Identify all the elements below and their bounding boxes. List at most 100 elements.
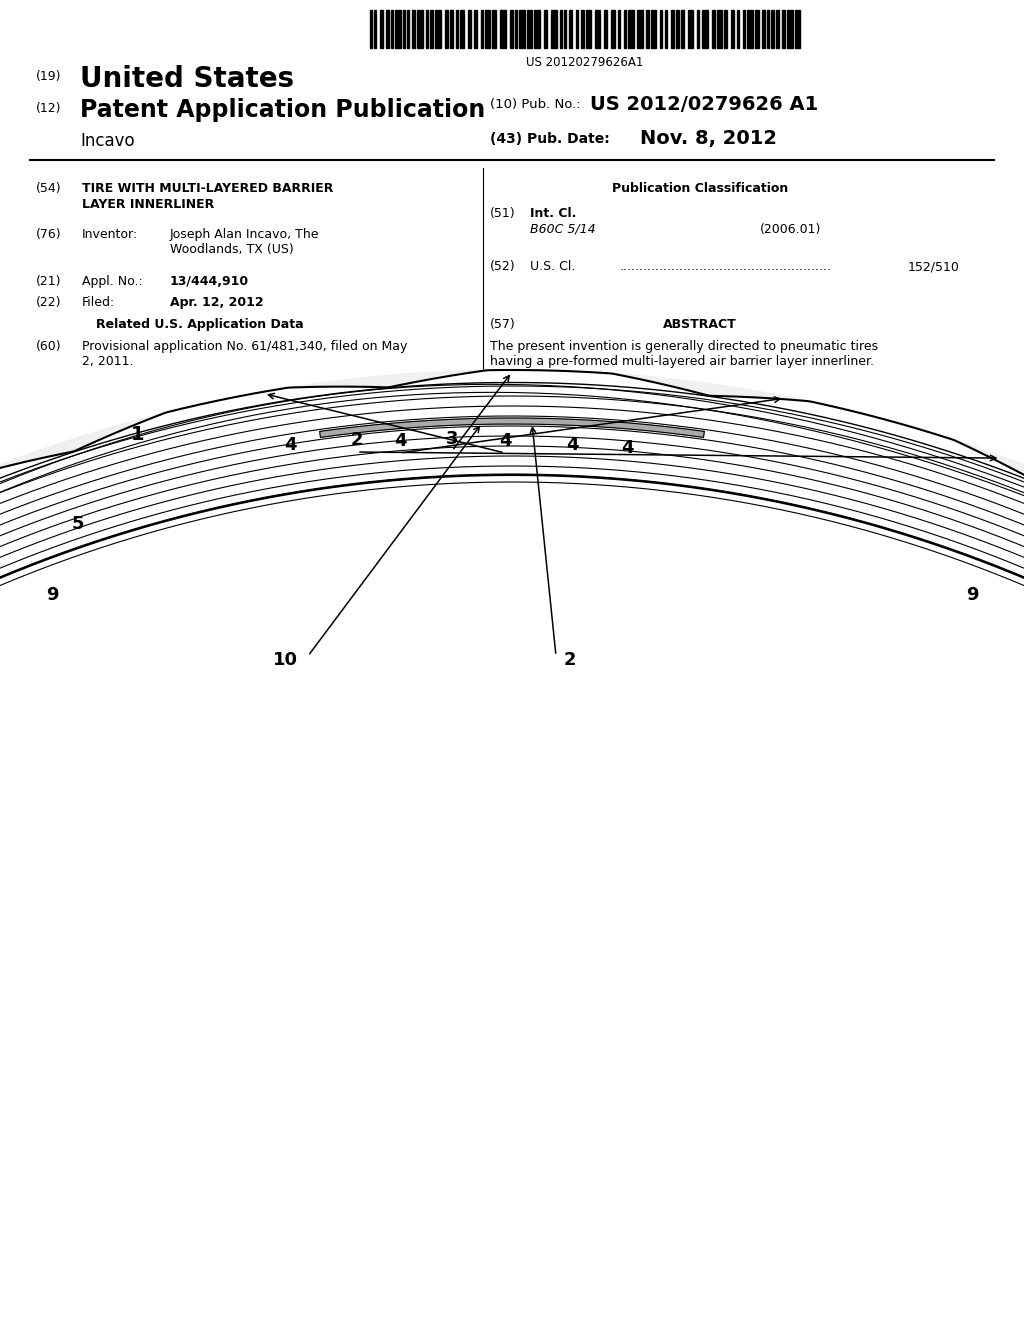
Bar xyxy=(564,11,566,48)
Text: .....................................................: ........................................… xyxy=(620,260,831,273)
Text: Provisional application No. 61/481,340, filed on May: Provisional application No. 61/481,340, … xyxy=(82,341,408,352)
Bar xyxy=(611,11,615,48)
Text: Appl. No.:: Appl. No.: xyxy=(82,275,142,288)
Text: (76): (76) xyxy=(36,228,61,242)
Bar xyxy=(746,11,753,48)
Bar xyxy=(445,11,449,48)
Text: Nov. 8, 2012: Nov. 8, 2012 xyxy=(640,129,777,148)
Bar xyxy=(468,11,471,48)
Bar xyxy=(737,11,739,48)
Bar xyxy=(460,11,464,48)
Text: (52): (52) xyxy=(490,260,516,273)
Text: Joseph Alan Incavo, The: Joseph Alan Incavo, The xyxy=(170,228,319,242)
Text: Int. Cl.: Int. Cl. xyxy=(530,207,577,220)
Bar xyxy=(386,11,389,48)
Bar xyxy=(624,11,626,48)
Text: (54): (54) xyxy=(36,182,61,195)
Bar xyxy=(731,11,734,48)
Bar xyxy=(795,11,800,48)
Text: US 2012/0279626 A1: US 2012/0279626 A1 xyxy=(590,95,818,114)
Bar xyxy=(391,11,393,48)
Bar xyxy=(544,11,547,48)
Bar xyxy=(380,11,383,48)
Text: (12): (12) xyxy=(36,102,61,115)
Text: (22): (22) xyxy=(36,296,61,309)
Polygon shape xyxy=(319,418,705,437)
Bar xyxy=(782,11,785,48)
Text: The present invention is generally directed to pneumatic tires: The present invention is generally direc… xyxy=(490,341,879,352)
Bar xyxy=(651,11,656,48)
Text: LAYER INNERLINER: LAYER INNERLINER xyxy=(82,198,214,211)
Bar xyxy=(560,11,562,48)
Bar xyxy=(403,11,406,48)
Bar xyxy=(646,11,649,48)
Bar xyxy=(551,11,557,48)
Text: 9: 9 xyxy=(46,586,58,605)
Bar xyxy=(665,11,667,48)
Text: (10) Pub. No.:: (10) Pub. No.: xyxy=(490,98,581,111)
Text: (19): (19) xyxy=(36,70,61,83)
Text: Apr. 12, 2012: Apr. 12, 2012 xyxy=(170,296,263,309)
Bar xyxy=(697,11,699,48)
Text: 152/510: 152/510 xyxy=(908,260,961,273)
Text: Publication Classification: Publication Classification xyxy=(612,182,788,195)
Bar xyxy=(534,11,540,48)
Text: (60): (60) xyxy=(36,341,61,352)
Text: 1: 1 xyxy=(131,425,144,445)
Text: (21): (21) xyxy=(36,275,61,288)
Bar xyxy=(370,11,372,48)
Bar xyxy=(374,11,376,48)
Text: 5: 5 xyxy=(72,515,84,533)
Bar xyxy=(426,11,428,48)
Bar xyxy=(762,11,765,48)
Bar xyxy=(569,11,572,48)
Bar xyxy=(618,11,620,48)
Bar xyxy=(575,11,578,48)
Text: United States: United States xyxy=(80,65,294,92)
Bar xyxy=(743,11,745,48)
Bar xyxy=(787,11,793,48)
Text: (57): (57) xyxy=(490,318,516,331)
Bar xyxy=(676,11,679,48)
Bar xyxy=(586,11,591,48)
Bar xyxy=(456,11,458,48)
Bar xyxy=(519,11,525,48)
Bar xyxy=(450,11,453,48)
Bar xyxy=(510,11,513,48)
Bar xyxy=(776,11,779,48)
Bar xyxy=(481,11,483,48)
Bar xyxy=(417,11,423,48)
Bar xyxy=(771,11,774,48)
Bar xyxy=(660,11,662,48)
Bar xyxy=(604,11,607,48)
Text: (2006.01): (2006.01) xyxy=(760,223,821,236)
Text: 9: 9 xyxy=(966,586,978,605)
Text: Inventor:: Inventor: xyxy=(82,228,138,242)
Bar xyxy=(681,11,684,48)
Text: (51): (51) xyxy=(490,207,516,220)
Bar xyxy=(637,11,643,48)
Bar xyxy=(492,11,496,48)
Text: US 20120279626A1: US 20120279626A1 xyxy=(526,55,644,69)
Text: having a pre-formed multi-layered air barrier layer innerliner.: having a pre-formed multi-layered air ba… xyxy=(490,355,874,368)
Text: B60C 5/14: B60C 5/14 xyxy=(530,223,596,236)
Bar xyxy=(581,11,584,48)
Bar xyxy=(407,11,409,48)
Text: 13/444,910: 13/444,910 xyxy=(170,275,249,288)
Text: 4: 4 xyxy=(565,436,579,454)
Text: 3: 3 xyxy=(445,430,459,447)
Bar xyxy=(755,11,759,48)
Text: Related U.S. Application Data: Related U.S. Application Data xyxy=(96,318,304,331)
Text: TIRE WITH MULTI-LAYERED BARRIER: TIRE WITH MULTI-LAYERED BARRIER xyxy=(82,182,334,195)
Bar xyxy=(767,11,769,48)
Text: Incavo: Incavo xyxy=(80,132,134,150)
Bar xyxy=(688,11,693,48)
Bar xyxy=(485,11,490,48)
Text: Filed:: Filed: xyxy=(82,296,116,309)
Text: (43) Pub. Date:: (43) Pub. Date: xyxy=(490,132,609,147)
Bar xyxy=(628,11,634,48)
Bar xyxy=(527,11,532,48)
Bar xyxy=(712,11,715,48)
Polygon shape xyxy=(0,370,1024,1078)
Bar xyxy=(430,11,433,48)
